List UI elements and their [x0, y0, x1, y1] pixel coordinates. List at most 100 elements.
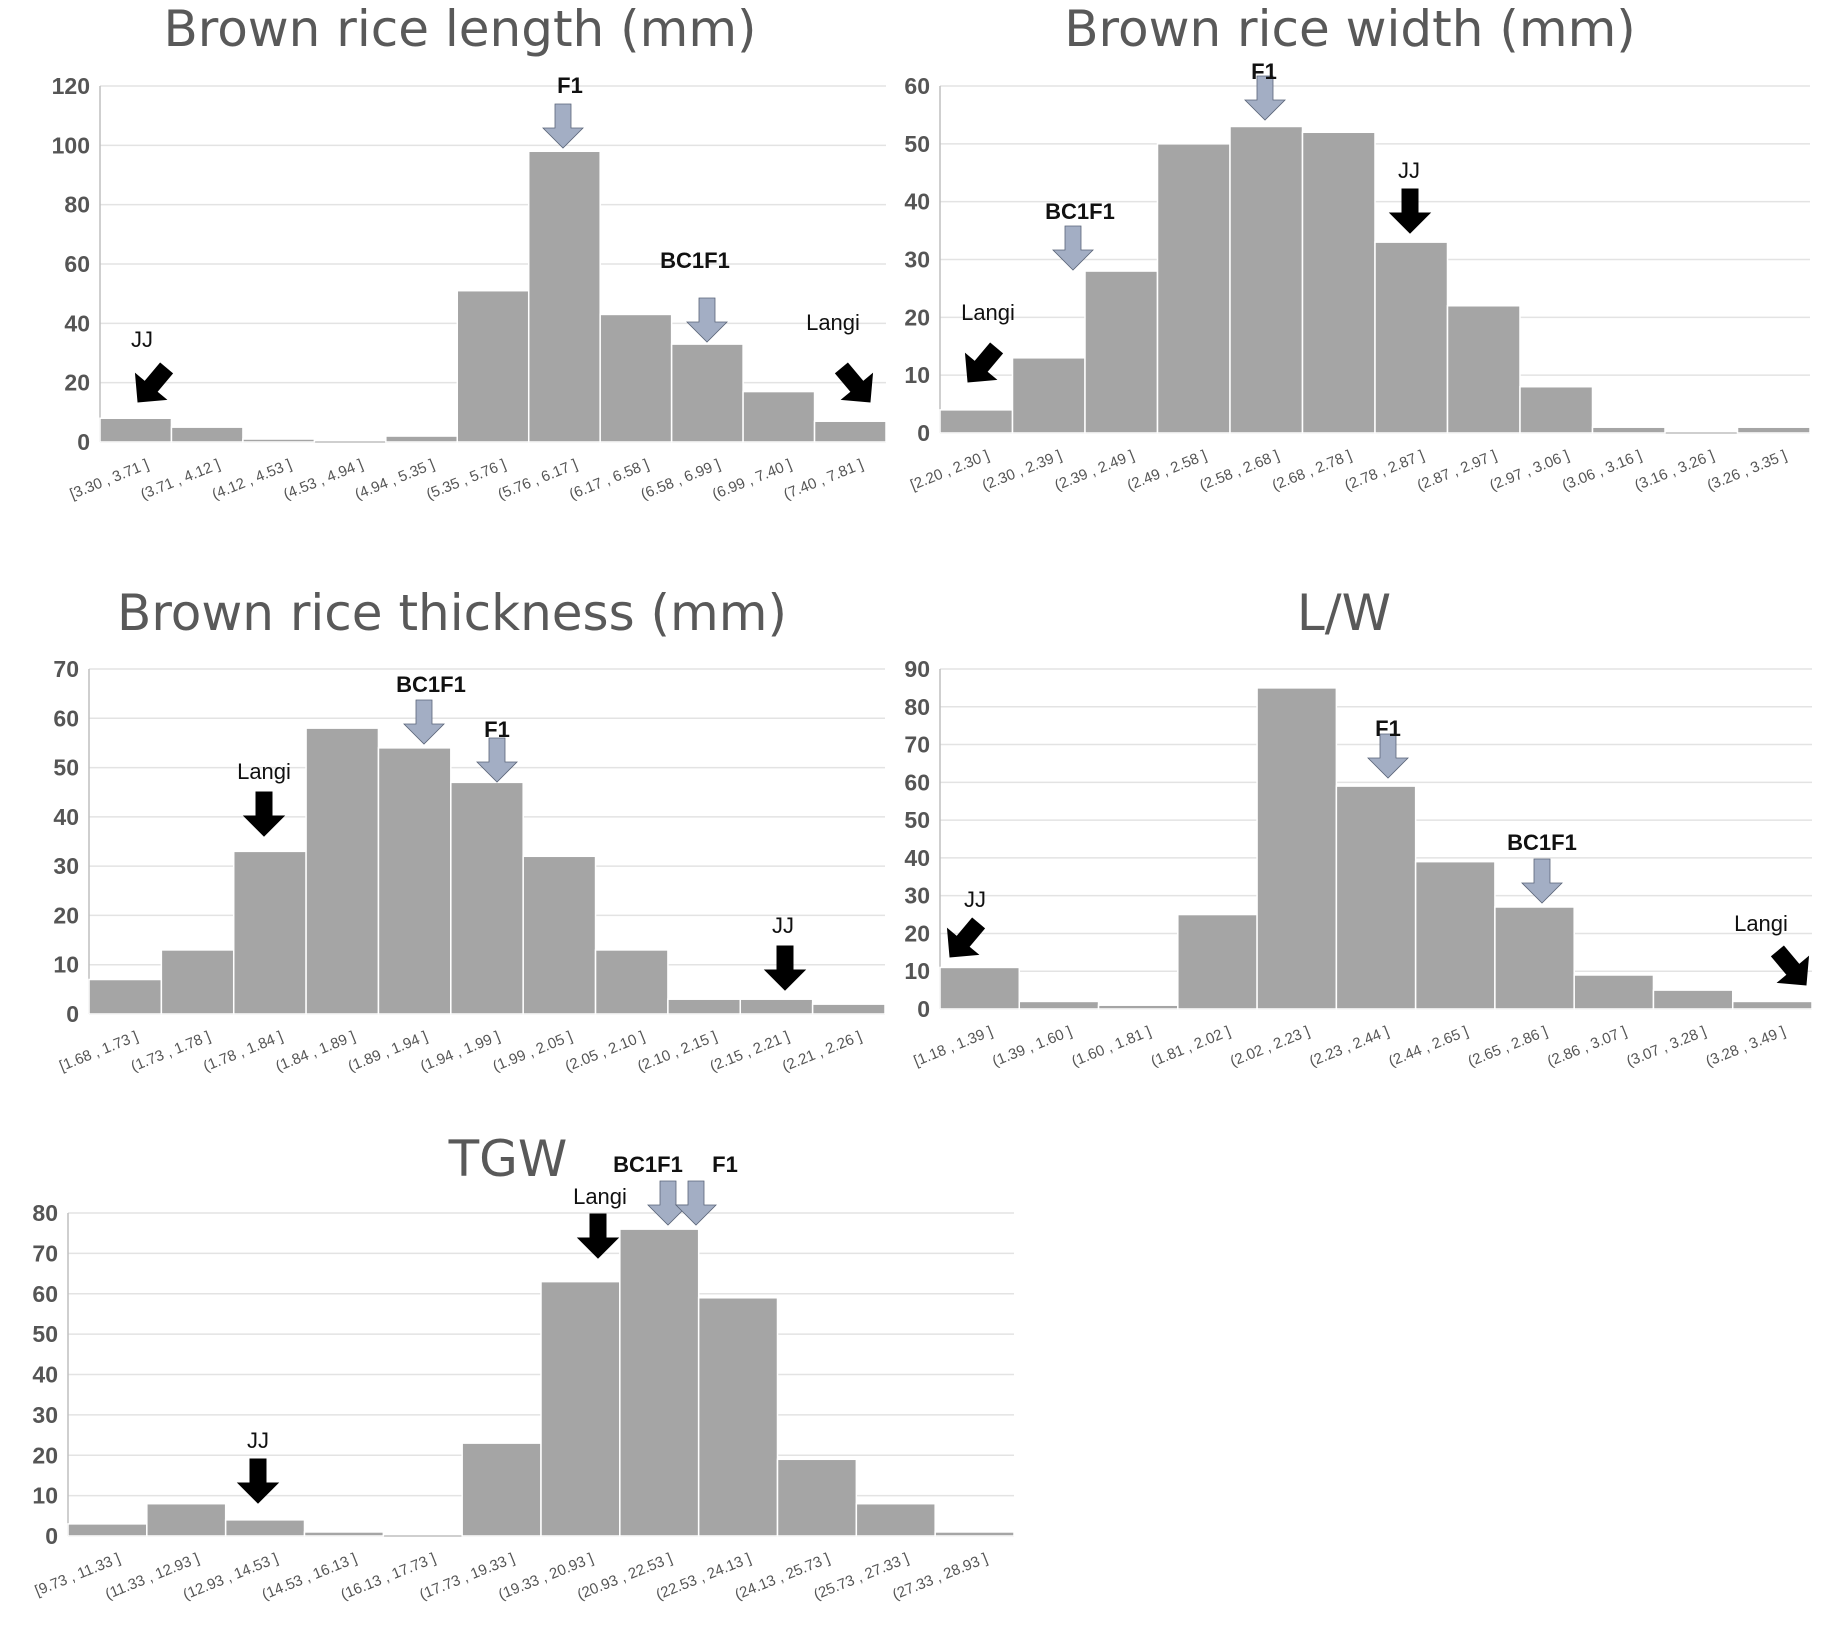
y-tick-label: 80 — [64, 192, 90, 218]
y-tick-label: 90 — [904, 656, 930, 682]
y-tick-label: 80 — [904, 694, 930, 720]
histogram-bar — [619, 1228, 700, 1537]
y-tick-label: 40 — [904, 189, 930, 215]
panel-title: Brown rice length (mm) — [163, 0, 756, 58]
x-tick-label: (2.44 , 2.65 ] — [1386, 1023, 1470, 1070]
y-tick-label: 70 — [53, 656, 79, 682]
marker-arrow — [1052, 225, 1094, 271]
histogram-bar — [697, 1297, 779, 1537]
x-tick-label: (2.97 , 3.06 ] — [1487, 447, 1571, 494]
histogram-bar — [599, 313, 673, 443]
histogram-bar — [88, 978, 163, 1015]
y-tick-label: 20 — [53, 902, 79, 928]
y-tick-label: 70 — [904, 732, 930, 758]
histogram-bar — [160, 949, 235, 1015]
histogram-bar — [461, 1442, 542, 1537]
histogram-bar — [776, 1458, 858, 1537]
panel-title: Brown rice width (mm) — [1064, 0, 1636, 58]
histogram-bar — [1011, 357, 1086, 434]
marker-label: JJ — [964, 887, 986, 912]
x-tick-label: (1.39 , 1.60 ] — [990, 1023, 1074, 1070]
marker-arrow — [576, 1213, 620, 1259]
marker-arrow — [542, 103, 584, 149]
histogram-panel-3: Brown rice thickness (mm) 0 10 20 30 40 50 60 70… — [53, 584, 886, 1075]
marker-arrow — [675, 1180, 717, 1226]
y-tick-label: 40 — [53, 804, 79, 830]
x-tick-label: [1.18 , 1.39 ] — [911, 1023, 995, 1070]
y-tick-label: 30 — [53, 853, 79, 879]
y-tick-label: 10 — [32, 1483, 58, 1509]
x-tick-label: (2.58 , 2.68 ] — [1197, 447, 1281, 494]
x-tick-label: (1.60 , 1.81 ] — [1069, 1023, 1153, 1070]
x-tick-label: (1.89 , 1.94 ] — [346, 1028, 430, 1075]
y-tick-label: 70 — [32, 1240, 58, 1266]
marker-label: F1 — [557, 73, 583, 98]
x-tick-label: (2.15 , 2.21 ] — [707, 1028, 791, 1075]
panel-title: Brown rice thickness (mm) — [117, 584, 787, 642]
histogram-bar — [855, 1502, 936, 1537]
histogram-panel-4: L/W 0 10 20 30 40 50 60 70 80 90 [1.18 , 1.39 ](1.3… — [904, 584, 1813, 1070]
histogram-bar — [522, 855, 597, 1015]
y-tick-label: 80 — [32, 1200, 58, 1226]
marker-label: BC1F1 — [613, 1152, 683, 1177]
x-tick-label: (2.05 , 2.10 ] — [563, 1028, 647, 1075]
histogram-bar — [1591, 426, 1666, 434]
histogram-bar — [1414, 860, 1496, 1010]
histogram-bar — [450, 781, 524, 1015]
histogram-bar — [1519, 385, 1594, 434]
y-tick-label: 0 — [917, 420, 930, 446]
y-tick-label: 0 — [66, 1001, 79, 1027]
histogram-bar — [1301, 131, 1376, 434]
x-tick-label: (2.10 , 2.15 ] — [635, 1028, 719, 1075]
histogram-panel-1: Brown rice length (mm) 0 20 40 60 80 100 120 [3.… — [52, 0, 887, 503]
y-tick-label: 0 — [77, 429, 90, 455]
histogram-bar — [1731, 1000, 1813, 1010]
histogram-bar — [1256, 687, 1338, 1010]
histogram-bar — [594, 949, 669, 1015]
y-tick-label: 60 — [904, 73, 930, 99]
marker-arrow — [763, 945, 807, 991]
x-tick-label: [3.30 , 3.71 ] — [68, 456, 152, 503]
histogram-bar — [939, 409, 1014, 434]
y-tick-label: 30 — [904, 883, 930, 909]
x-tick-label: (2.68 , 2.78 ] — [1270, 447, 1354, 494]
histogram-bar — [1335, 785, 1417, 1010]
histogram-bar — [67, 1523, 148, 1537]
y-tick-label: 40 — [64, 310, 90, 336]
histogram-bar — [170, 426, 244, 443]
histogram-bar — [1156, 143, 1231, 434]
histogram-bar — [540, 1280, 621, 1537]
marker-arrow — [236, 1458, 280, 1504]
histogram-bar — [242, 438, 316, 443]
histogram-bar — [939, 966, 1021, 1010]
histogram-bar — [1374, 241, 1449, 434]
marker-label: F1 — [484, 717, 510, 742]
histogram-bar — [99, 417, 173, 443]
y-tick-label: 50 — [32, 1321, 58, 1347]
y-tick-label: 40 — [32, 1362, 58, 1388]
y-tick-label: 100 — [52, 132, 90, 158]
histogram-bar — [813, 420, 887, 443]
x-tick-label: (1.78 , 1.84 ] — [201, 1028, 285, 1075]
panel-title: TGW — [448, 1130, 568, 1188]
marker-label: F1 — [1251, 59, 1277, 84]
marker-label: Langi — [237, 759, 291, 784]
histogram-bar — [1084, 270, 1159, 434]
marker-arrow — [647, 1180, 689, 1226]
y-tick-label: 60 — [53, 705, 79, 731]
histogram-bar — [1097, 1004, 1179, 1010]
marker-arrow — [242, 791, 286, 837]
x-tick-label: (4.12 , 4.53 ] — [210, 456, 294, 503]
x-tick-label: (6.58 , 6.99 ] — [638, 456, 722, 503]
y-tick-label: 0 — [917, 996, 930, 1022]
marker-label: F1 — [712, 1152, 738, 1177]
marker-label: BC1F1 — [396, 672, 466, 697]
histogram-bar — [1229, 125, 1304, 434]
marker-label: Langi — [573, 1184, 627, 1209]
histogram-bar — [385, 435, 459, 443]
marker-arrow — [946, 917, 986, 958]
x-tick-label: (2.02 , 2.23 ] — [1228, 1023, 1312, 1070]
x-tick-label: [1.68 , 1.73 ] — [57, 1028, 141, 1075]
